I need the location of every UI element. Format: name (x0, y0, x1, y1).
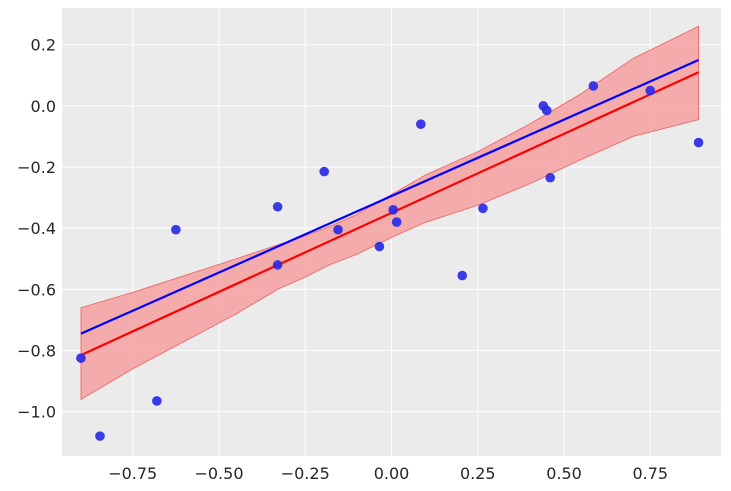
y-tick-label: −0.6 (17, 280, 56, 299)
y-tick-label: 0.0 (31, 97, 56, 116)
scatter-point (333, 224, 343, 235)
y-tick-label: −0.8 (17, 341, 56, 360)
scatter-points-layer (76, 81, 704, 441)
scatter-point (645, 85, 656, 96)
y-tick-label: 0.2 (31, 36, 56, 55)
x-tick-label: 0.50 (546, 464, 582, 483)
scatter-point (272, 201, 283, 212)
y-tick-label: −0.2 (17, 158, 56, 177)
scatter-point (272, 260, 283, 270)
x-tick-label: −0.25 (281, 464, 330, 483)
x-tick-label: 0.00 (374, 464, 410, 483)
regression-lines-layer (80, 58, 700, 357)
scatter-point (457, 270, 468, 281)
scatter-point (95, 431, 105, 441)
red-regression-line (80, 71, 700, 357)
scatter-point (391, 217, 402, 227)
scatter-point (545, 172, 556, 183)
y-axis-ticks: 0.2 0.0 −0.2 −0.4 −0.6 −0.8 −1.0 (17, 36, 56, 422)
scatter-point (416, 119, 426, 130)
scatter-point (152, 396, 162, 406)
x-tick-label: −0.75 (108, 464, 157, 483)
scatter-point (374, 241, 385, 252)
scatter-point (693, 137, 704, 148)
scatter-point (541, 105, 552, 116)
scatter-point (588, 81, 599, 91)
x-tick-label: 0.75 (632, 464, 668, 483)
y-tick-label: −0.4 (17, 219, 56, 238)
x-tick-label: 0.25 (460, 464, 496, 483)
scatter-point (76, 353, 86, 363)
y-tick-label: −1.0 (17, 403, 56, 422)
scatter-point (319, 166, 330, 177)
scatter-point (478, 203, 488, 214)
scatter-point (388, 205, 399, 215)
x-tick-label: −0.50 (194, 464, 243, 483)
blue-regression-line (80, 58, 700, 335)
scatter-point (171, 224, 181, 235)
x-axis-ticks: −0.75 −0.50 −0.25 0.00 0.25 0.50 0.75 (108, 464, 668, 483)
